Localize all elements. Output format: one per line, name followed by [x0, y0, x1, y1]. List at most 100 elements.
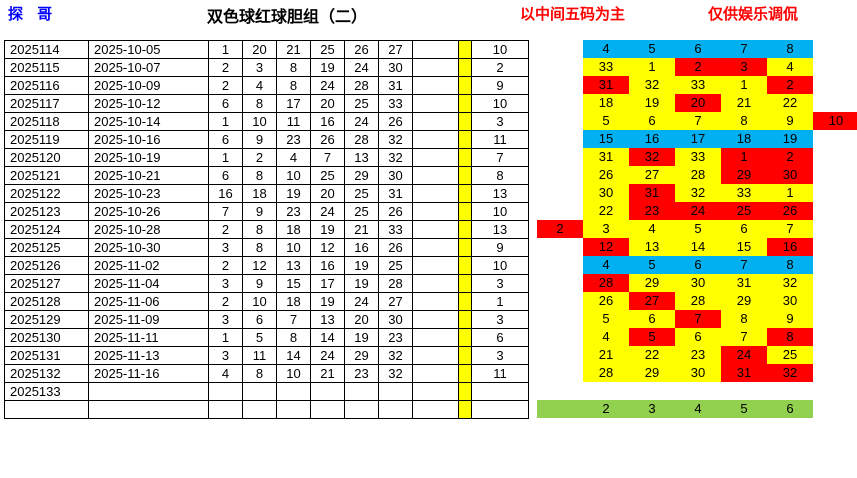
prediction-cell: 22: [767, 94, 813, 112]
prediction-cell: 24: [675, 202, 721, 220]
red-ball-cell: [379, 383, 413, 401]
red-ball-cell: 32: [379, 365, 413, 383]
table-row: [5, 401, 529, 419]
blue-ball-cell: 6: [472, 329, 529, 347]
spacer-cell: [413, 365, 459, 383]
table-row: 2025115 2025-10-07 2 3 8 19 24 30 2: [5, 59, 529, 77]
red-ball-cell: 2: [209, 221, 243, 239]
separator-cell: [459, 293, 472, 311]
prediction-cell: 7: [721, 40, 767, 58]
red-ball-cell: 19: [345, 275, 379, 293]
table-row: 2025128 2025-11-06 2 10 18 19 24 27 1: [5, 293, 529, 311]
prediction-cell: 29: [721, 166, 767, 184]
blue-ball-cell: 10: [472, 95, 529, 113]
table-row: 2025119 2025-10-16 6 9 23 26 28 32 11: [5, 131, 529, 149]
prediction-cell: 5: [675, 220, 721, 238]
date-cell: 2025-11-04: [89, 275, 209, 293]
prediction-cell: 30: [675, 274, 721, 292]
red-ball-cell: [311, 383, 345, 401]
red-ball-cell: 18: [243, 185, 277, 203]
table-row: 2025122 2025-10-23 16 18 19 20 25 31 13: [5, 185, 529, 203]
page-title: 双色球红球胆组（二）: [207, 9, 368, 26]
red-ball-cell: 7: [311, 149, 345, 167]
prediction-cell: 18: [721, 130, 767, 148]
prediction-cell: 12: [583, 238, 629, 256]
red-ball-cell: [277, 401, 311, 419]
date-cell: 2025-11-02: [89, 257, 209, 275]
period-cell: 2025117: [5, 95, 89, 113]
red-ball-cell: 20: [311, 95, 345, 113]
prediction-cell: 29: [629, 274, 675, 292]
red-ball-cell: [243, 383, 277, 401]
red-ball-cell: 20: [243, 41, 277, 59]
red-ball-cell: 26: [379, 203, 413, 221]
period-cell: 2025128: [5, 293, 89, 311]
red-ball-cell: 8: [243, 167, 277, 185]
red-ball-cell: 16: [311, 113, 345, 131]
spacer-cell: [413, 239, 459, 257]
prediction-cell: 6: [721, 220, 767, 238]
red-ball-cell: 19: [311, 293, 345, 311]
table-row: 2025129 2025-11-09 3 6 7 13 20 30 3: [5, 311, 529, 329]
prediction-cell: 21: [583, 346, 629, 364]
red-ball-cell: 8: [277, 329, 311, 347]
prediction-cell: 2: [583, 400, 629, 418]
period-cell: 2025126: [5, 257, 89, 275]
red-ball-cell: 21: [277, 41, 311, 59]
red-ball-cell: 33: [379, 221, 413, 239]
date-cell: 2025-10-07: [89, 59, 209, 77]
red-ball-cell: 10: [277, 167, 311, 185]
table-row: 2025127 2025-11-04 3 9 15 17 19 28 3: [5, 275, 529, 293]
red-ball-cell: 13: [277, 257, 311, 275]
red-ball-cell: 30: [379, 311, 413, 329]
red-ball-cell: 17: [277, 95, 311, 113]
spacer-cell: [413, 221, 459, 239]
spacer-cell: [413, 59, 459, 77]
red-ball-cell: 1: [209, 149, 243, 167]
spacer-cell: [413, 149, 459, 167]
prediction-cell: 17: [675, 130, 721, 148]
red-ball-cell: 25: [345, 95, 379, 113]
red-ball-cell: 3: [209, 311, 243, 329]
red-ball-cell: 18: [277, 221, 311, 239]
red-ball-cell: 23: [277, 131, 311, 149]
prediction-cell: 1: [721, 76, 767, 94]
red-ball-cell: 20: [311, 185, 345, 203]
prediction-cell: 20: [675, 94, 721, 112]
prediction-cell: 4: [767, 58, 813, 76]
red-ball-cell: 30: [379, 59, 413, 77]
prediction-cell: 22: [629, 346, 675, 364]
prediction-cell: 8: [767, 40, 813, 58]
prediction-cell: 4: [583, 40, 629, 58]
date-cell: 2025-10-09: [89, 77, 209, 95]
separator-cell: [459, 113, 472, 131]
prediction-cell: 9: [767, 112, 813, 130]
prediction-cell: 16: [767, 238, 813, 256]
table-row: 2025117 2025-10-12 6 8 17 20 25 33 10: [5, 95, 529, 113]
prediction-cell: 33: [583, 58, 629, 76]
red-ball-cell: [345, 383, 379, 401]
prediction-cell: 3: [629, 400, 675, 418]
red-ball-cell: 32: [379, 347, 413, 365]
spacer-cell: [413, 275, 459, 293]
table-row: 2025123 2025-10-26 7 9 23 24 25 26 10: [5, 203, 529, 221]
red-ball-cell: 25: [379, 257, 413, 275]
prediction-cell: 6: [675, 256, 721, 274]
prediction-cell: 5: [629, 256, 675, 274]
red-ball-cell: 31: [379, 185, 413, 203]
red-ball-cell: 2: [209, 77, 243, 95]
prediction-cell: 4: [583, 328, 629, 346]
separator-cell: [459, 41, 472, 59]
red-ball-cell: 10: [277, 239, 311, 257]
prediction-cell: 8: [767, 328, 813, 346]
spacer-cell: [413, 383, 459, 401]
date-cell: 2025-11-13: [89, 347, 209, 365]
red-ball-cell: 4: [209, 365, 243, 383]
red-ball-cell: 24: [311, 347, 345, 365]
red-ball-cell: 3: [209, 347, 243, 365]
red-ball-cell: 10: [277, 365, 311, 383]
red-ball-cell: 24: [345, 59, 379, 77]
red-ball-cell: 8: [277, 59, 311, 77]
prediction-cell: 26: [767, 202, 813, 220]
period-cell: 2025119: [5, 131, 89, 149]
